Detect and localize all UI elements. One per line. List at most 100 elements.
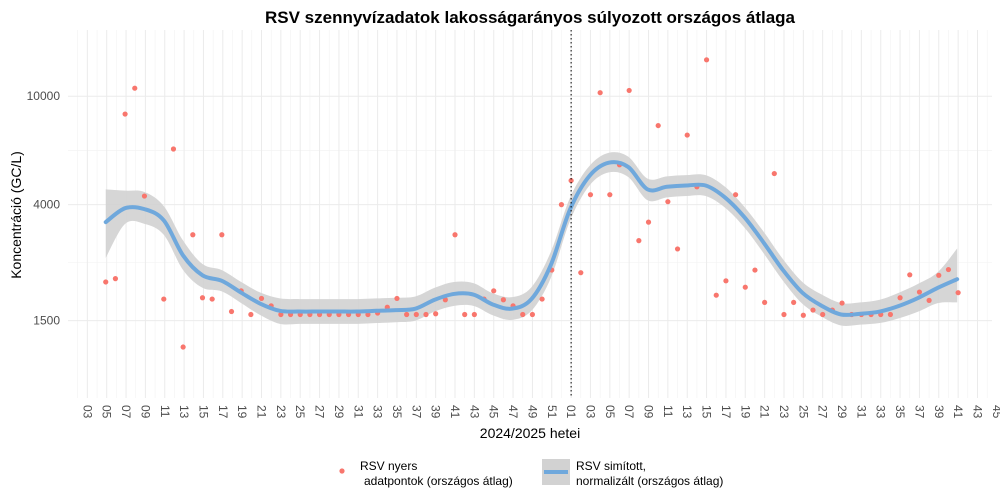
raw-data-point: [655, 122, 661, 129]
x-tick-label: 27: [313, 405, 327, 419]
raw-data-point: [413, 311, 419, 318]
x-tick-label: 25: [293, 405, 307, 419]
x-tick-label: 39: [429, 405, 443, 419]
raw-data-point: [897, 295, 903, 301]
legend: RSV nyers adatpontok (országos átlag) RS…: [339, 459, 723, 488]
x-tick-label: 45: [487, 405, 501, 419]
raw-data-point: [112, 276, 119, 282]
raw-data-point: [742, 284, 748, 290]
x-tick-label: 21: [255, 405, 269, 419]
raw-data-point: [810, 307, 816, 313]
raw-data-point: [887, 311, 894, 318]
raw-data-point: [587, 192, 594, 198]
raw-data-point: [248, 311, 254, 318]
y-tick-label: 4000: [33, 198, 60, 212]
x-tick-label: 33: [874, 405, 888, 419]
x-tick-label: 43: [970, 405, 984, 419]
x-tick-label: 41: [951, 405, 965, 419]
raw-data-point: [520, 311, 526, 318]
x-tick-label: 19: [235, 405, 249, 419]
y-axis-ticks: 1500 4000 10000: [27, 89, 61, 327]
raw-data-point: [626, 87, 632, 94]
raw-data-point: [228, 308, 235, 315]
raw-data-point: [209, 296, 215, 302]
x-tick-label: 23: [777, 405, 791, 419]
y-tick-label: 1500: [33, 314, 60, 328]
raw-data-point: [839, 300, 845, 306]
raw-data-point: [674, 246, 681, 252]
raw-data-point: [955, 290, 961, 296]
raw-data-point: [141, 193, 148, 199]
legend-raw-line1: RSV nyers: [360, 459, 417, 473]
x-tick-label: 39: [932, 405, 946, 419]
raw-data-point: [161, 296, 167, 302]
x-tick-label: 37: [409, 405, 423, 419]
raw-data-point: [781, 311, 787, 318]
raw-data-point: [800, 312, 806, 318]
raw-data-point: [713, 292, 719, 298]
raw-data-point: [645, 219, 652, 225]
raw-data-point: [219, 232, 225, 238]
x-tick-label: 05: [100, 405, 114, 419]
raw-data-point: [665, 199, 671, 205]
raw-data-point: [258, 295, 265, 302]
major-gridlines: [68, 30, 992, 398]
x-tick-label: 29: [835, 405, 849, 419]
x-tick-label: 23: [274, 405, 288, 419]
x-tick-label: 41: [448, 405, 462, 419]
x-tick-label: 11: [661, 405, 675, 418]
raw-data-point: [820, 311, 826, 318]
raw-data-point: [762, 299, 768, 306]
raw-data-point: [636, 238, 642, 244]
raw-data-point: [607, 192, 613, 198]
x-tick-label: 03: [583, 405, 597, 419]
raw-data-point: [568, 177, 574, 184]
confidence-band: [105, 152, 958, 326]
x-tick-label: 43: [467, 405, 481, 419]
x-tick-label: 33: [371, 405, 385, 419]
x-tick-label: 37: [912, 405, 926, 419]
raw-data-point: [578, 270, 584, 276]
raw-data-point: [733, 192, 739, 198]
x-tick-label: 09: [138, 405, 152, 419]
raw-data-point: [723, 278, 729, 284]
x-tick-label: 35: [893, 405, 907, 419]
legend-point-key: [339, 468, 345, 474]
y-axis-title: Koncentráció (GC/L): [8, 151, 24, 279]
x-tick-label: 13: [177, 405, 191, 419]
x-tick-label: 45: [990, 405, 1000, 419]
minor-gridlines: [68, 30, 992, 398]
x-tick-label: 05: [603, 405, 617, 419]
raw-data-point: [945, 266, 952, 273]
x-tick-label: 27: [816, 405, 830, 419]
x-tick-label: 11: [158, 405, 172, 418]
x-axis-title: 2024/2025 hetei: [480, 425, 580, 441]
raw-data-point: [199, 295, 206, 301]
x-tick-label: 09: [642, 405, 656, 419]
x-tick-label: 51: [545, 405, 559, 419]
x-tick-label: 17: [216, 405, 230, 419]
raw-data-point: [558, 202, 565, 208]
raw-data-point: [791, 299, 797, 306]
legend-smooth-line2: normalizált (országos átlag): [576, 474, 723, 488]
raw-data-point: [752, 267, 758, 273]
raw-data-point: [103, 279, 109, 285]
raw-data-point: [703, 57, 710, 63]
x-tick-label: 15: [700, 405, 714, 419]
x-tick-label: 21: [758, 405, 772, 419]
raw-data-point: [132, 85, 138, 91]
raw-data-point: [500, 297, 506, 303]
x-tick-label: 25: [796, 405, 810, 419]
x-tick-label: 29: [332, 405, 346, 419]
legend-raw-line2: adatpontok (országos átlag): [364, 474, 513, 488]
x-tick-label: 47: [506, 405, 520, 419]
smoothed-line: [103, 160, 960, 318]
x-tick-label: 01: [564, 405, 578, 419]
raw-data-point: [597, 90, 603, 96]
raw-data-point: [404, 311, 410, 318]
x-tick-label: 17: [719, 405, 733, 419]
y-tick-label: 10000: [27, 89, 61, 103]
raw-data-point: [180, 344, 186, 350]
x-tick-label: 31: [854, 405, 868, 419]
